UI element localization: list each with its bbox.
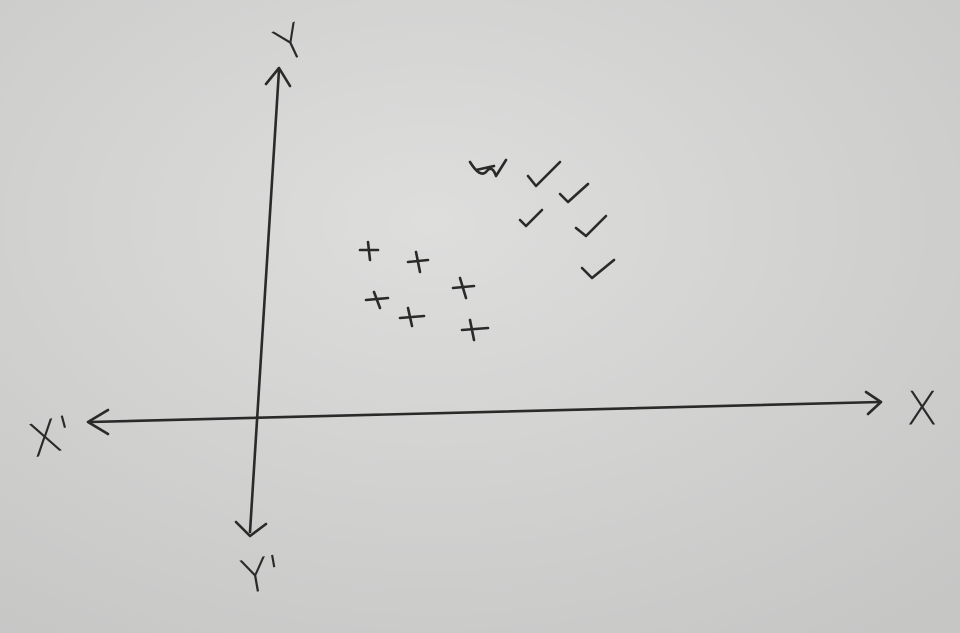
cross xyxy=(398,306,426,328)
x-arrow-right xyxy=(864,390,883,416)
y-axis xyxy=(248,68,281,534)
x-axis xyxy=(88,400,882,424)
y-prime-label: Y' xyxy=(237,544,287,604)
cross xyxy=(406,250,430,274)
check xyxy=(558,182,590,204)
check xyxy=(526,160,562,188)
cross-group xyxy=(358,240,490,342)
cross xyxy=(358,240,380,262)
x-arrow-left xyxy=(86,408,110,436)
check xyxy=(574,214,608,238)
x-label: X xyxy=(906,382,938,436)
y-arrow-top xyxy=(264,66,292,88)
y-arrow-bottom xyxy=(234,520,268,538)
cross xyxy=(451,276,476,300)
check xyxy=(518,208,544,228)
cross xyxy=(460,318,490,342)
check-group xyxy=(468,158,616,280)
cross xyxy=(364,290,390,310)
scribbled-check xyxy=(468,158,508,178)
check xyxy=(580,258,616,280)
